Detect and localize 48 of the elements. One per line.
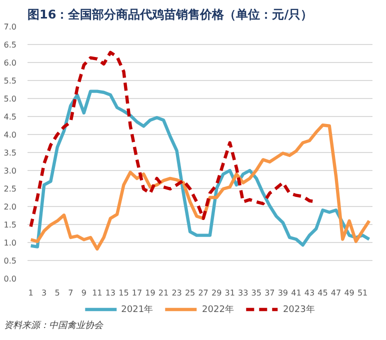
y-tick-label: 4.5 (4, 112, 17, 122)
y-tick-label: 1.5 (4, 220, 17, 230)
x-tick-label: 47 (330, 288, 342, 298)
x-tick-label: 21 (158, 288, 169, 298)
y-tick-label: 4.0 (4, 130, 17, 140)
x-tick-label: 33 (238, 288, 248, 298)
x-tick-label: 45 (318, 288, 328, 298)
x-tick-label: 3 (42, 288, 47, 298)
x-tick-label: 31 (224, 288, 235, 298)
legend-label: 2021年 (121, 304, 154, 316)
chart-title: 图16：全国部分商品代鸡苗销售价格（单位：元/只） (28, 8, 313, 22)
x-tick-label: 5 (54, 288, 60, 298)
x-tick-label: 39 (278, 288, 288, 298)
y-tick-label: 0.5 (4, 256, 17, 266)
y-tick-label: 5.0 (4, 94, 17, 104)
x-tick-label: 41 (291, 288, 302, 298)
y-tick-label: 1.0 (4, 238, 17, 248)
x-tick-label: 25 (184, 288, 196, 298)
x-tick-label: 13 (105, 288, 116, 298)
legend-label: 2023年 (282, 304, 315, 316)
y-tick-label: 7.0 (4, 22, 17, 32)
text: 资料来源：中国禽业协会 (4, 320, 103, 333)
y-tick-label: 2.5 (4, 184, 17, 194)
x-tick-label: 23 (172, 288, 182, 298)
y-tick-label: 6.5 (4, 40, 17, 50)
y-tick-label: 3.0 (4, 166, 17, 176)
x-tick-label: 19 (145, 288, 156, 298)
x-tick-label: 11 (92, 288, 102, 298)
y-tick-label: 5.5 (4, 76, 17, 86)
x-tick-label: 17 (132, 288, 142, 298)
x-tick-label: 35 (251, 288, 262, 298)
x-tick-label: 1 (28, 288, 34, 298)
x-tick-label: 43 (304, 288, 315, 298)
x-tick-label: 15 (118, 288, 129, 298)
y-tick-label: 6.0 (4, 58, 17, 68)
x-tick-label: 49 (344, 288, 354, 298)
x-tick-label: 29 (211, 288, 222, 298)
x-tick-label: 7 (68, 288, 74, 298)
x-tick-label: 37 (264, 288, 275, 298)
y-tick-label: 3.5 (4, 148, 17, 158)
y-tick-label: 0.0 (4, 274, 17, 284)
x-tick-label: 51 (357, 288, 368, 298)
y-tick-label: 2.0 (4, 202, 17, 212)
line-series (29, 90, 371, 248)
legend-label: 2022年 (202, 304, 234, 316)
x-tick-label: 9 (81, 288, 86, 298)
line-series (29, 124, 371, 251)
x-tick-label: 27 (198, 288, 208, 298)
